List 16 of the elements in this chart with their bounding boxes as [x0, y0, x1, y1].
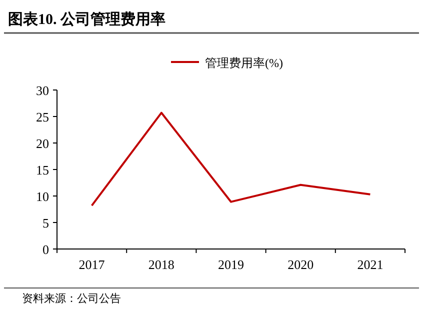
- y-tick-label: 10: [36, 189, 49, 204]
- x-tick-label: 2020: [288, 257, 314, 272]
- x-tick-label: 2017: [78, 257, 106, 272]
- y-tick-label: 5: [42, 216, 49, 230]
- x-tick-label: 2019: [218, 257, 244, 272]
- chart-title: 图表10. 公司管理费用率: [8, 10, 166, 28]
- y-tick-label: 20: [36, 136, 49, 151]
- x-tick-label: 2018: [148, 257, 174, 272]
- x-tick-label: 2021: [357, 257, 384, 272]
- y-tick-label: 0: [42, 242, 49, 257]
- line-series: [90, 112, 372, 207]
- y-tick-label: 30: [36, 83, 49, 98]
- y-tick-label: 25: [36, 110, 49, 124]
- y-tick-label: 15: [36, 162, 49, 178]
- text: 资料来源：公司公告: [22, 292, 121, 305]
- legend-label: 管理费用率(%): [205, 56, 283, 70]
